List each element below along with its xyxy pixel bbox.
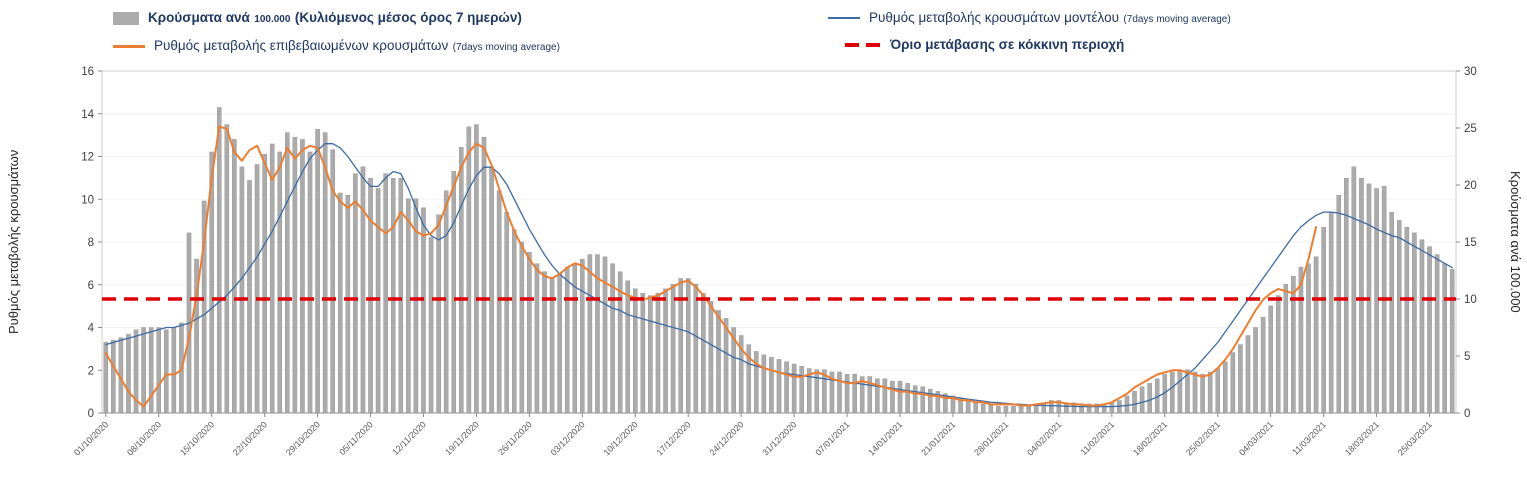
legend-model-label-small: (7days moving average) (1123, 14, 1231, 25)
legend-confirmed-label-main: Ρυθμός μεταβολής επιβεβαιωμένων κρουσμάτ… (154, 38, 449, 53)
legend-threshold-label: Όριο μετάβασης σε κόκκινη περιοχή (890, 37, 1125, 52)
svg-text:14: 14 (81, 109, 94, 121)
svg-text:5: 5 (1464, 351, 1470, 363)
legend-item-red-zone-threshold: Όριο μετάβασης σε κόκκινη περιοχή (845, 37, 1124, 52)
axis-ticks: 0 2 4 6 8 10 12 14 16 0 5 10 15 20 25 30 01/10/2020 08/10… (72, 66, 1477, 458)
legend-item-confirmed-rate: Ρυθμός μεταβολής επιβεβαιωμένων κρουσμάτ… (113, 37, 560, 55)
legend-cases-label-main: Κρούσματα ανά (148, 10, 250, 25)
svg-text:28/01/2021: 28/01/2021 (972, 419, 1010, 457)
svg-text:12/11/2020: 12/11/2020 (390, 419, 428, 457)
svg-text:4: 4 (88, 323, 95, 335)
svg-text:17/12/2020: 17/12/2020 (654, 419, 692, 457)
confirmed-rate-line (104, 125, 1318, 408)
svg-text:10: 10 (81, 194, 94, 206)
confirmed-line-swatch-icon (113, 44, 145, 48)
svg-text:15: 15 (1464, 237, 1477, 249)
threshold-dash-swatch-icon (845, 42, 881, 47)
svg-text:18/02/2021: 18/02/2021 (1131, 419, 1169, 457)
svg-text:10/12/2020: 10/12/2020 (602, 419, 640, 457)
svg-text:07/01/2021: 07/01/2021 (813, 419, 851, 457)
legend-item-model-rate: Ρυθμός μεταβολής κρουσμάτων μοντέλου (7d… (828, 9, 1231, 27)
svg-text:04/03/2021: 04/03/2021 (1237, 419, 1275, 457)
svg-text:11/02/2021: 11/02/2021 (1078, 419, 1116, 457)
svg-text:05/11/2020: 05/11/2020 (337, 419, 375, 457)
svg-text:04/02/2021: 04/02/2021 (1025, 419, 1063, 457)
legend-cases-label-paren: (Κυλιόμενος μέσος όρος 7 ημερών) (294, 10, 522, 25)
svg-text:0: 0 (1464, 408, 1470, 420)
right-axis-title: Κρούσματα ανά 100.000 (1508, 171, 1523, 313)
svg-text:30: 30 (1464, 66, 1477, 78)
svg-text:25/03/2021: 25/03/2021 (1396, 419, 1434, 457)
svg-text:31/12/2020: 31/12/2020 (760, 419, 798, 457)
bars-series (103, 107, 1455, 414)
svg-text:08/10/2020: 08/10/2020 (125, 419, 163, 457)
svg-text:16: 16 (81, 66, 94, 78)
svg-text:8: 8 (88, 237, 94, 249)
svg-text:14/01/2021: 14/01/2021 (866, 419, 904, 457)
svg-text:24/12/2020: 24/12/2020 (707, 419, 745, 457)
svg-text:15/10/2020: 15/10/2020 (178, 419, 216, 457)
model-line-swatch-icon (828, 17, 860, 19)
svg-text:21/01/2021: 21/01/2021 (919, 419, 957, 457)
legend-model-label-main: Ρυθμός μεταβολής κρουσμάτων μοντέλου (869, 10, 1119, 25)
svg-text:29/10/2020: 29/10/2020 (284, 419, 322, 457)
svg-text:26/11/2020: 26/11/2020 (496, 419, 534, 457)
bar-series-swatch-icon (113, 11, 139, 25)
legend-confirmed-label-small: (7days moving average) (452, 42, 560, 53)
legend-model-label: Ρυθμός μεταβολής κρουσμάτων μοντέλου (7d… (869, 9, 1231, 27)
svg-text:0: 0 (88, 408, 94, 420)
svg-text:19/11/2020: 19/11/2020 (443, 419, 481, 457)
svg-text:18/03/2021: 18/03/2021 (1343, 419, 1381, 457)
legend-item-cases-per-100k: Κρούσματα ανά 100.000 (Κυλιόμενος μέσος … (113, 9, 522, 27)
svg-text:11/03/2021: 11/03/2021 (1290, 419, 1328, 457)
svg-text:25/02/2021: 25/02/2021 (1184, 419, 1222, 457)
svg-text:01/10/2020: 01/10/2020 (72, 419, 110, 457)
svg-text:22/10/2020: 22/10/2020 (231, 419, 269, 457)
svg-text:25: 25 (1464, 123, 1477, 135)
svg-text:10: 10 (1464, 294, 1477, 306)
legend-confirmed-label: Ρυθμός μεταβολής επιβεβαιωμένων κρουσμάτ… (154, 37, 560, 55)
svg-text:12: 12 (81, 152, 94, 164)
svg-text:6: 6 (88, 280, 94, 292)
legend-cases-label-small: 100.000 (254, 14, 291, 25)
svg-text:03/12/2020: 03/12/2020 (549, 419, 587, 457)
legend-cases-label: Κρούσματα ανά 100.000 (Κυλιόμενος μέσος … (148, 9, 522, 27)
svg-text:20: 20 (1464, 180, 1477, 192)
svg-text:2: 2 (88, 365, 94, 377)
